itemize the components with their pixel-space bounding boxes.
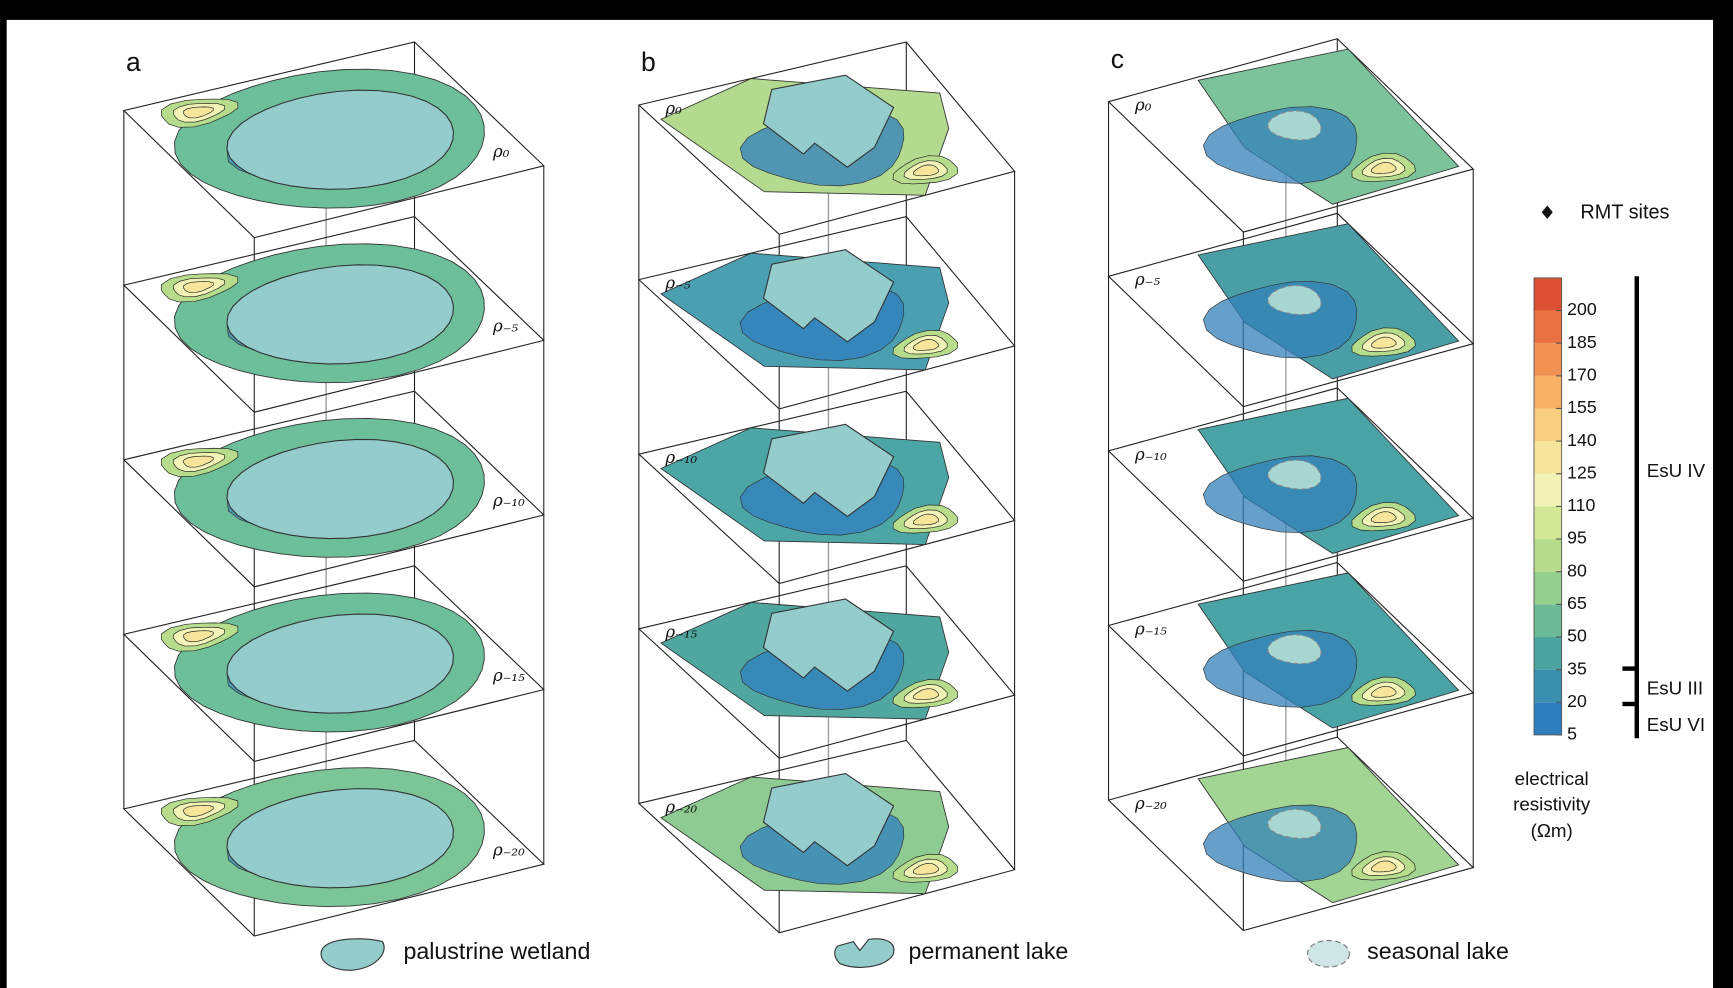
unit-label: EsU III <box>1647 678 1703 699</box>
colorbar-tick-label: 125 <box>1567 462 1597 482</box>
colorbar-title: (Ωm) <box>1531 820 1573 841</box>
colorbar-bin <box>1534 702 1562 735</box>
colorbar-bin <box>1534 343 1562 376</box>
colorbar-tick-label: 185 <box>1567 332 1597 352</box>
legend-item: permanent lake <box>908 938 1068 964</box>
panel-letter: b <box>641 47 656 77</box>
colorbar-tick-label: 65 <box>1567 593 1587 613</box>
slice-label: ρ₋₂₀ <box>664 797 697 816</box>
colorbar-tick-label: 155 <box>1567 397 1597 417</box>
slice-label: ρ₀ <box>1134 96 1152 115</box>
unit-label: EsU VI <box>1647 714 1705 735</box>
colorbar-bin <box>1534 506 1562 539</box>
slice-label: ρ₋₁₀ <box>492 491 525 510</box>
colorbar-bin <box>1534 311 1562 344</box>
colorbar-bin <box>1534 572 1562 605</box>
colorbar-title: electrical <box>1515 768 1589 789</box>
colorbar-tick-label: 200 <box>1567 299 1597 319</box>
colorbar-tick-label: 95 <box>1567 528 1587 548</box>
slice-label: ρ₋₂₀ <box>1134 794 1167 813</box>
slice-label: ρ₋₁₀ <box>1134 445 1167 464</box>
maps: a ρ₀ ρ₋₅ ρ₋₁₀ ρ₋₁₅ ρ₋₂₀ b ρ₀ ρ₋₅ ρ₋₁₀ ρ₋₁₅ ρ₋₂₀ c ρ₀ ρ… <box>124 39 1473 936</box>
colorbar-bin <box>1534 278 1562 311</box>
slice-label: ρ₋₅ <box>664 274 690 293</box>
colorbar-bin <box>1534 670 1562 703</box>
panel-letter: c <box>1111 44 1124 74</box>
figure: a ρ₀ ρ₋₅ ρ₋₁₀ ρ₋₁₅ ρ₋₂₀ b ρ₀ ρ₋₅ ρ₋₁₀ ρ₋₁₅ ρ₋₂₀ c ρ₀ ρ… <box>0 0 1733 988</box>
colorbar-tick-label: 5 <box>1567 724 1577 744</box>
colorbar-bin <box>1534 474 1562 507</box>
legend-item: seasonal lake <box>1367 938 1509 964</box>
colorbar-bin <box>1534 604 1562 637</box>
seasonal-lake-icon <box>1307 940 1349 967</box>
colorbar-bin <box>1534 408 1562 441</box>
colorbar-bin <box>1534 441 1562 474</box>
colorbar-tick-label: 50 <box>1567 626 1587 646</box>
colorbar-tick-label: 80 <box>1567 560 1587 580</box>
slice-label: ρ₋₅ <box>1134 270 1160 289</box>
colorbar-title: resistivity <box>1513 794 1591 815</box>
slice-label: ρ₀ <box>664 99 682 118</box>
colorbar-tick-label: 20 <box>1567 691 1587 711</box>
colorbar-bin <box>1534 539 1562 572</box>
legend-item: palustrine wetland <box>403 938 590 964</box>
colorbar-tick-label: 35 <box>1567 658 1587 678</box>
colorbar-tick-label: 110 <box>1567 495 1595 515</box>
colorbar-tick-label: 140 <box>1567 430 1597 450</box>
colorbar-tick-label: 170 <box>1567 365 1597 385</box>
unit-label: EsU IV <box>1647 460 1706 481</box>
panel-letter: a <box>126 47 141 77</box>
colorbar-bin <box>1534 376 1562 409</box>
slice-label: ρ₋₁₅ <box>664 623 697 642</box>
slice-label: ρ₀ <box>492 142 510 161</box>
colorbar-bin <box>1534 637 1562 670</box>
slice-label: ρ₋₁₅ <box>492 666 525 685</box>
slice-label: ρ₋₁₅ <box>1134 619 1167 638</box>
slice-label: ρ₋₁₀ <box>664 448 697 467</box>
slice-label: ρ₋₅ <box>492 317 518 336</box>
rmt-label: RMT sites <box>1580 202 1669 224</box>
slice-label: ρ₋₂₀ <box>492 840 525 859</box>
